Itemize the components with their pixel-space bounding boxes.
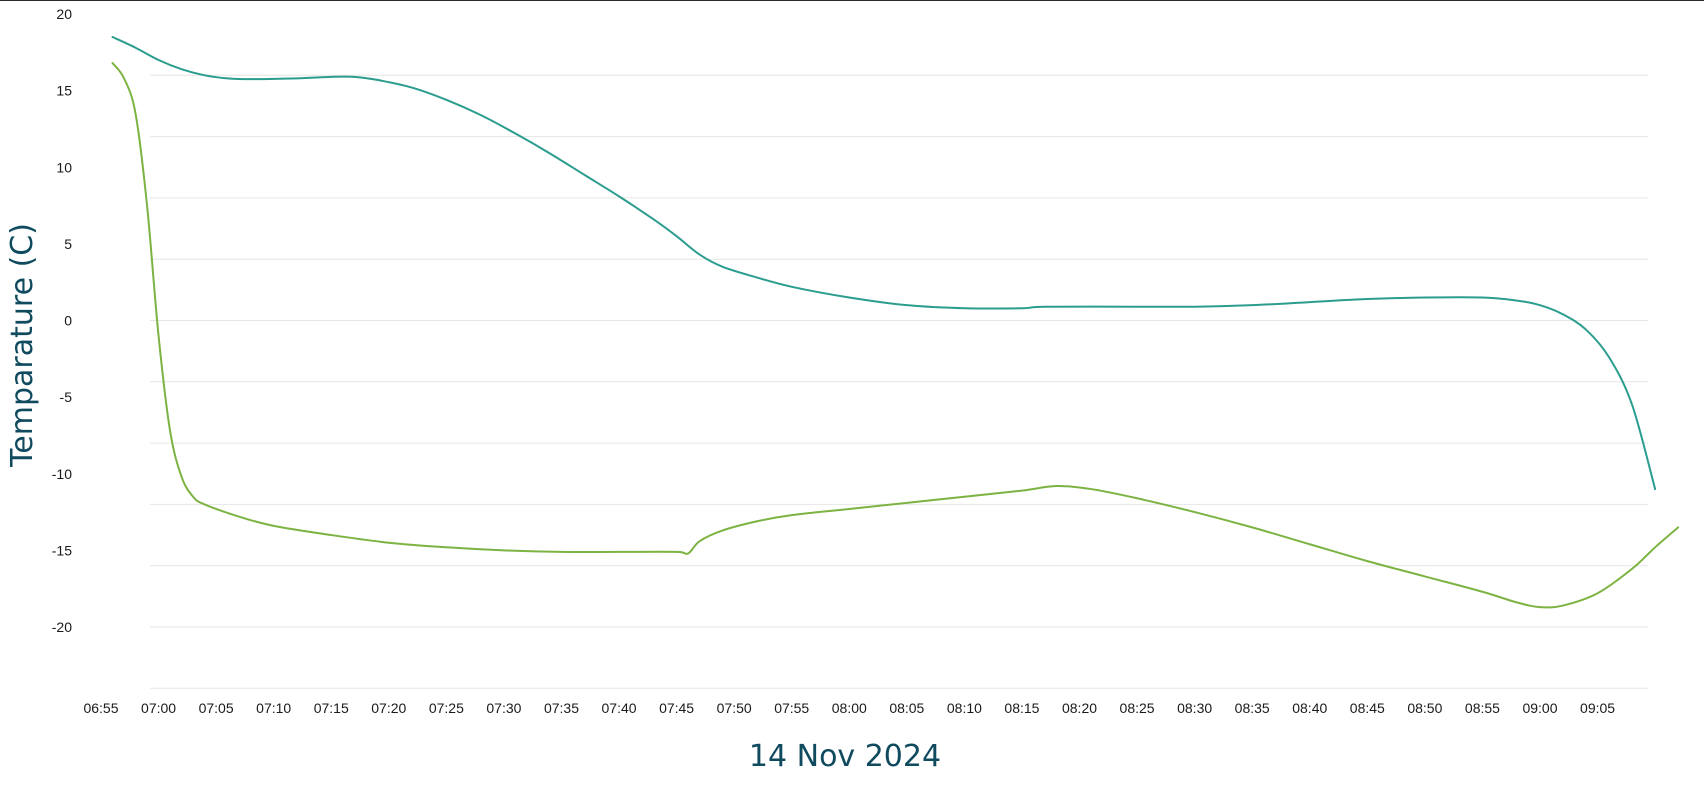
y-tick-label: 5 [64,236,72,252]
x-tick-label: 08:45 [1350,700,1385,716]
x-tick-label: 08:10 [947,700,982,716]
y-tick-label: 20 [56,6,72,22]
x-tick-label: 08:30 [1177,700,1212,716]
y-tick-label: 0 [64,313,72,329]
y-tick-label: 10 [56,159,72,175]
x-tick-label: 07:05 [199,700,234,716]
x-tick-label: 08:00 [832,700,867,716]
x-tick-label: 07:45 [659,700,694,716]
x-tick-label: 07:15 [314,700,349,716]
y-tick-label: -20 [52,619,72,635]
series-lines [111,35,1680,609]
x-axis-ticks: 06:55 07:00 07:05 07:10 07:15 07:20 07:25 07:30… [83,700,1615,716]
x-tick-label: 07:50 [717,700,752,716]
y-tick-label: -10 [52,466,72,482]
x-tick-label: 07:55 [774,700,809,716]
x-tick-label: 09:05 [1580,700,1615,716]
y-tick-label: 15 [56,83,72,99]
x-tick-label: 07:40 [602,700,637,716]
y-tick-label: -5 [60,389,73,405]
y-axis-title: Temparature (C) [5,223,40,468]
x-tick-label: 07:25 [429,700,464,716]
series-line-1 [111,35,1657,491]
x-tick-label: 07:20 [371,700,406,716]
x-tick-label: 06:55 [83,700,118,716]
x-tick-label: 07:00 [141,700,176,716]
x-tick-label: 08:50 [1407,700,1442,716]
x-tick-label: 09:00 [1522,700,1557,716]
x-tick-label: 07:10 [256,700,291,716]
series-line-2 [111,62,1680,609]
x-tick-label: 08:25 [1120,700,1155,716]
x-tick-label: 08:20 [1062,700,1097,716]
x-axis-title: 14 Nov 2024 [749,739,941,774]
x-tick-label: 08:15 [1004,700,1039,716]
x-tick-label: 07:30 [486,700,521,716]
gridlines [150,74,1648,689]
x-tick-label: 07:35 [544,700,579,716]
x-tick-label: 08:55 [1465,700,1500,716]
x-tick-label: 08:05 [889,700,924,716]
x-tick-label: 08:40 [1292,700,1327,716]
y-axis-ticks: 20 15 10 5 0 -5 -10 -15 -20 [52,6,72,635]
x-tick-label: 08:35 [1235,700,1270,716]
y-tick-label: -15 [52,542,72,558]
